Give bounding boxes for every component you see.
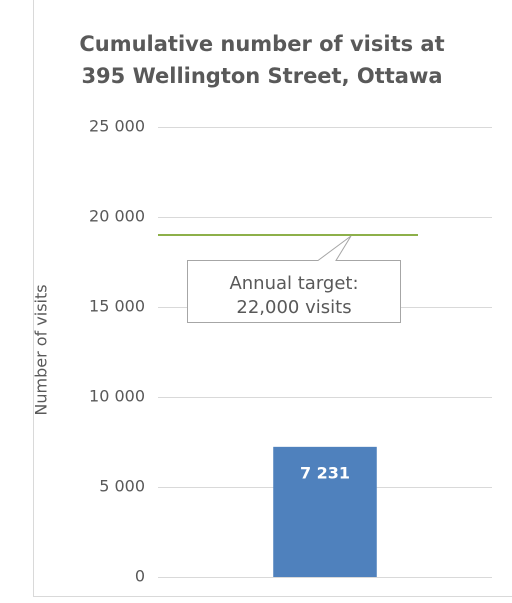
annotation: 22,000 visits: [236, 297, 351, 318]
y-tick-label: 15 000: [89, 297, 145, 316]
y-tick-label: 5 000: [99, 477, 145, 496]
annotation: Annual target:: [229, 273, 358, 294]
y-tick-label: 0: [135, 567, 145, 586]
y-tick-label: 10 000: [89, 387, 145, 406]
callout-box: [187, 235, 401, 323]
data-label: 7 231: [300, 463, 350, 482]
chart-title: 395 Wellington Street, Ottawa: [81, 64, 442, 88]
y-tick-label: 20 000: [89, 207, 145, 226]
y-axis-label: Number of visits: [32, 284, 51, 415]
y-tick-label: 25 000: [89, 117, 145, 136]
chart-title: Cumulative number of visits at: [79, 32, 444, 56]
bar: [273, 446, 377, 577]
